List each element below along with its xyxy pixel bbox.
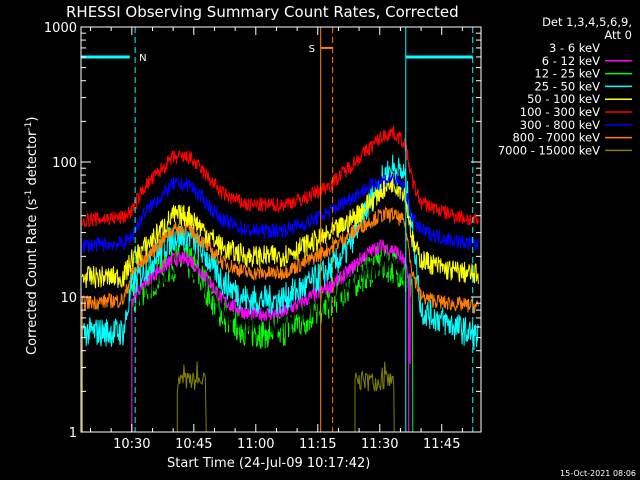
legend-label: 300 - 800 keV [520,118,600,132]
legend-label: 100 - 300 keV [520,105,600,119]
series-line [81,173,479,254]
x-tick-label: 11:45 [423,437,460,452]
series-line [81,206,479,432]
y-tick-label: 1 [69,426,77,441]
series-line [131,239,410,433]
chart-title: RHESSI Observing Summary Count Rates, Co… [66,3,459,21]
legend-label: 7000 - 15000 keV [498,143,600,157]
y-axis-label: Corrected Count Rate (s-1 detector-1) [24,117,40,355]
series-line [176,361,395,433]
legend-label: 25 - 50 keV [534,79,600,93]
generation-timestamp: 15-Oct-2021 08:06 [560,469,636,478]
x-tick-label: 10:45 [175,437,212,452]
y-axis-label-part: -1 [24,122,34,131]
legend-header-line-2: Att 0 [604,28,632,42]
y-axis-label-part: -1 [24,190,34,199]
x-tick-label: 10:30 [113,437,150,452]
x-axis-label: Start Time (24-Jul-09 10:17:42) [167,456,370,471]
flag-n-label: N [139,53,146,64]
y-tick-label: 100 [52,156,77,171]
series-line [81,172,479,289]
legend-label: 12 - 25 keV [534,67,600,81]
series-line [81,125,479,228]
plot-frame [80,26,482,433]
legend-label: 6 - 12 keV [542,54,600,68]
legend-header-line-1: Det 1,3,4,5,6,9, [542,15,632,29]
y-tick-label: 10 [60,291,77,306]
flag-s-label: S [309,44,315,55]
x-tick-label: 11:00 [237,437,274,452]
series-line [131,243,414,433]
x-tick-label: 11:30 [361,437,398,452]
legend-label: 50 - 100 keV [527,92,600,106]
y-axis-label-part: detector [25,130,40,190]
y-axis-label-part: Corrected Count Rate (s [25,198,40,355]
x-tick-label: 11:15 [299,437,336,452]
y-tick-label: 1000 [44,21,77,36]
y-axis-label-part: ) [25,117,40,122]
legend-label: 800 - 7000 keV [512,131,600,145]
legend-label: 3 - 6 keV [549,41,600,55]
